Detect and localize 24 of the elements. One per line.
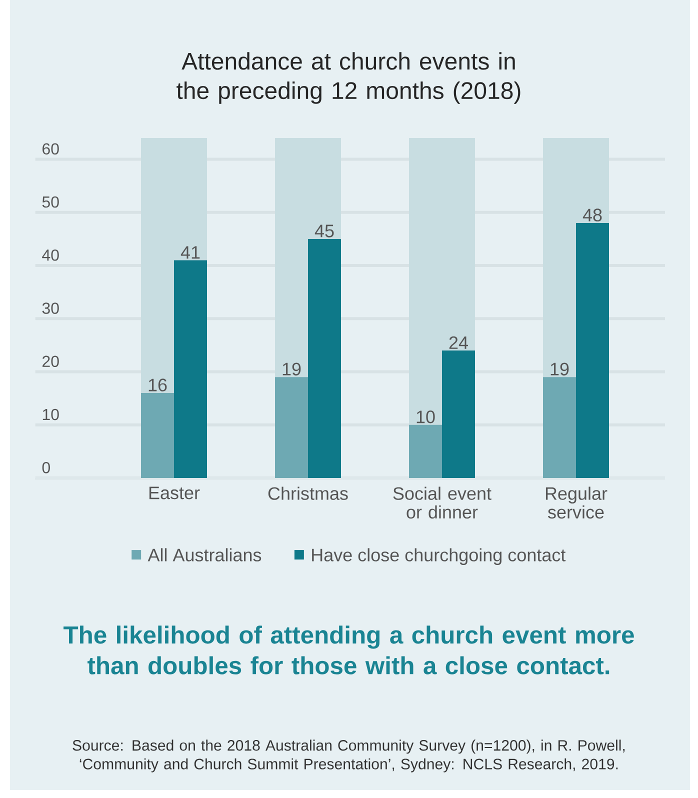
chart-title: Attendance at church events in the preceding 12 months (2018) xyxy=(176,52,520,104)
y-tick-label: 40 xyxy=(42,249,59,261)
y-tick-label: 60 xyxy=(42,143,59,155)
data-label: 19 xyxy=(550,362,569,376)
x-tick-label: Christmas xyxy=(268,486,348,500)
y-tick-label: 10 xyxy=(42,408,59,420)
y-tick-label: 30 xyxy=(42,302,59,314)
x-tick-label: Easter xyxy=(149,486,200,500)
x-tick-label: Social event or dinner xyxy=(393,486,492,519)
data-label: 10 xyxy=(416,410,435,424)
x-tick-label: Regular service xyxy=(546,486,608,519)
data-label: 19 xyxy=(282,362,301,376)
data-label: 16 xyxy=(148,378,167,392)
data-label: 41 xyxy=(180,246,200,259)
source-note: Source: Based on the 2018 Australian Community Survey (n=1200), in R. Powell, ‘Community and Church Summit Presentation’, Sydney: NCLS Research, 2019. xyxy=(72,740,625,772)
y-tick-label: 0 xyxy=(42,462,50,474)
data-label: 45 xyxy=(314,224,334,238)
data-label: 48 xyxy=(582,208,602,222)
legend-label: Have close churchgoing contact xyxy=(312,548,566,565)
data-label: 24 xyxy=(449,336,468,349)
y-tick-label: 50 xyxy=(42,196,59,208)
text: The likelihood of attending a church event more than doubles for those with a close contact. xyxy=(64,626,634,674)
legend-label: All Australians xyxy=(148,548,262,562)
y-tick-label: 20 xyxy=(42,356,59,368)
